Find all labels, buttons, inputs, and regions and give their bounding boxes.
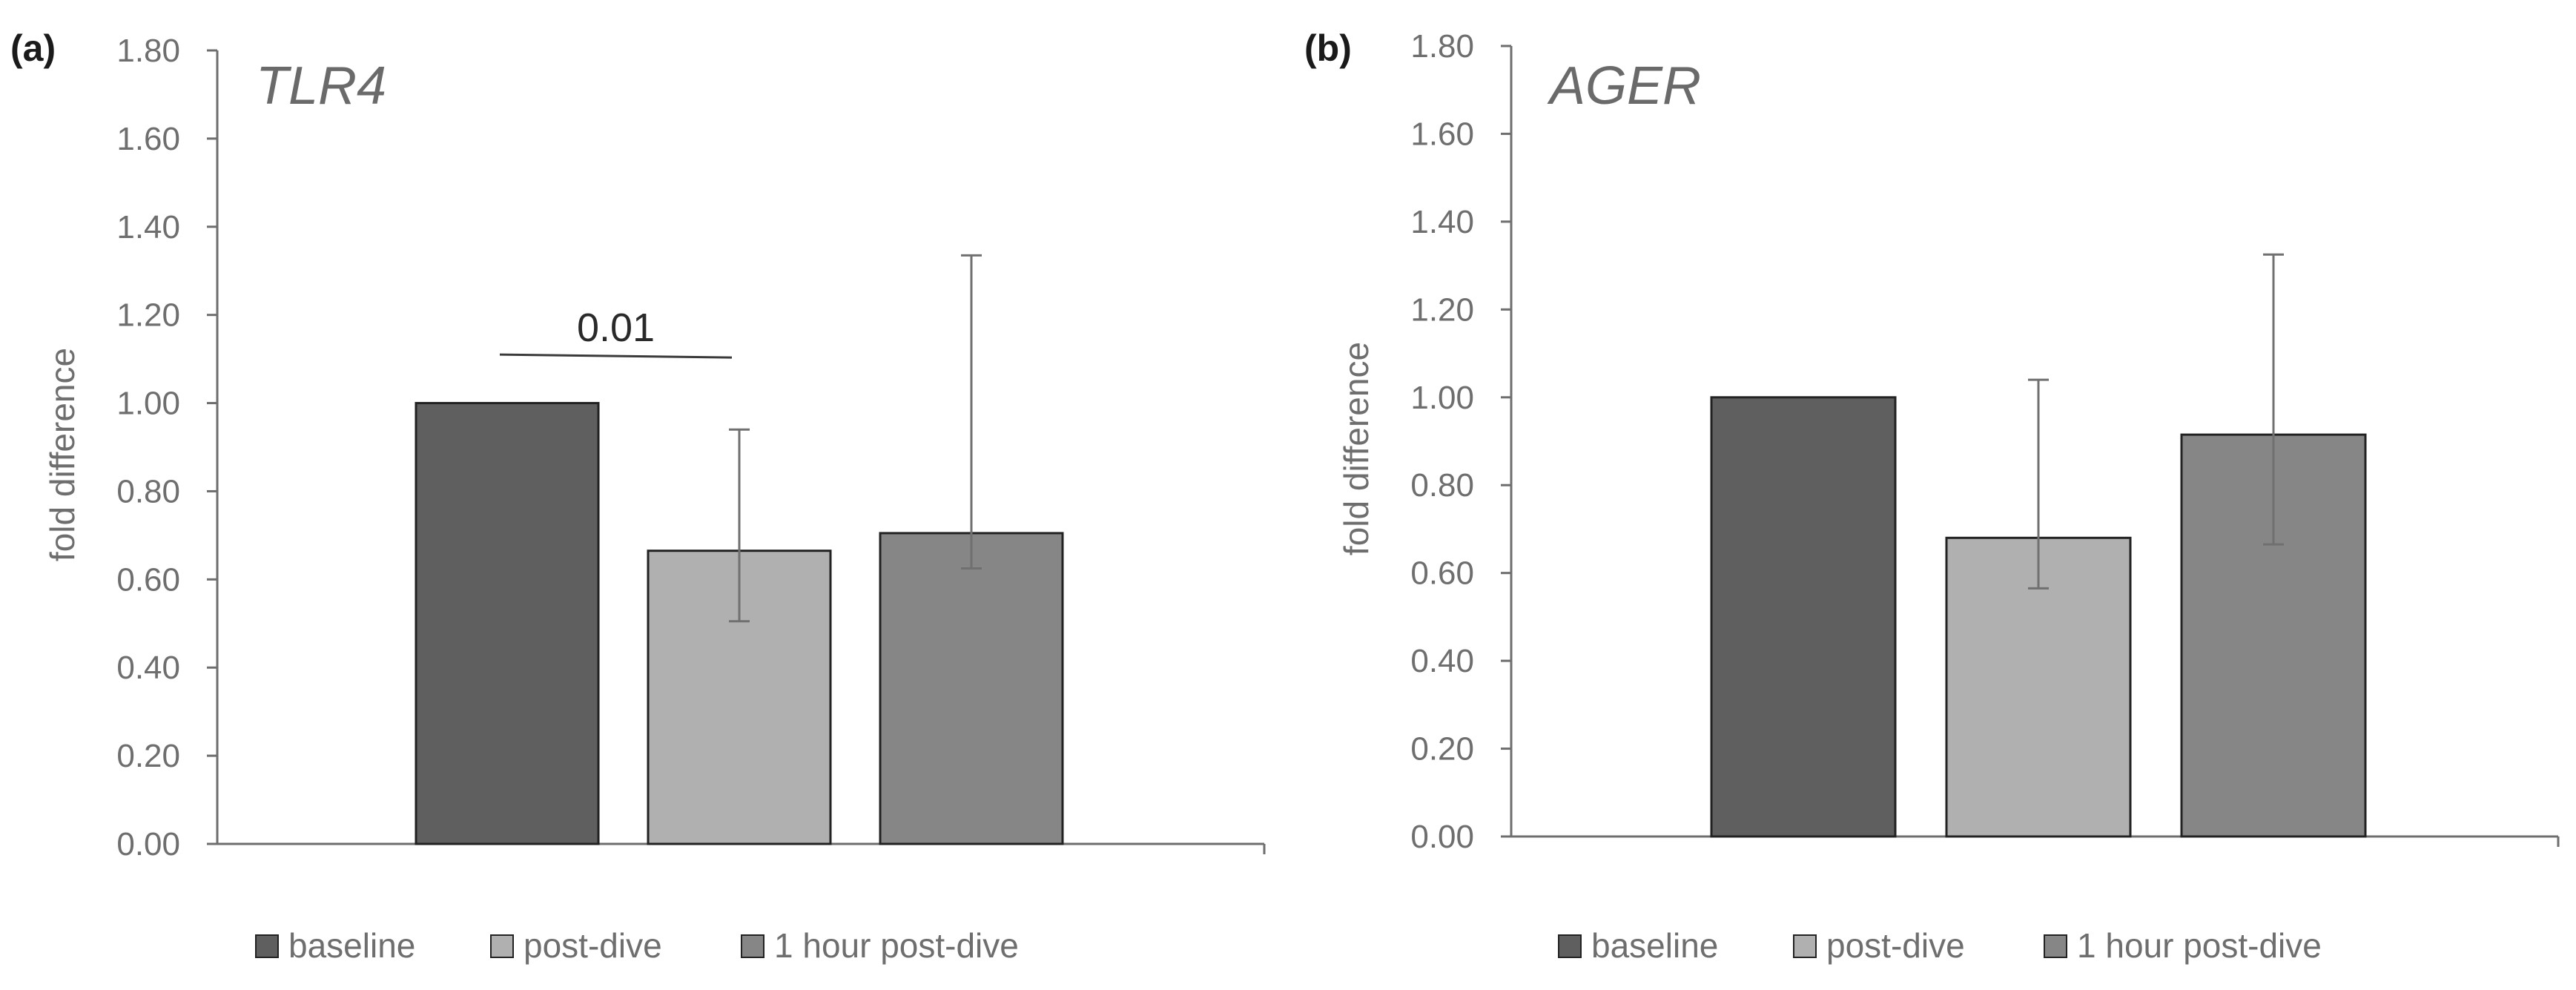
y-tick-label: 0.80 [1410,467,1474,504]
y-tick-label: 1.60 [116,121,180,157]
y-tick-label: 0.00 [116,826,180,862]
legend-label: baseline [1591,926,1718,965]
panel-a-chart: (a) TLR4 0.00 0.20 0.40 0.60 0.80 1.00 1.20 1.40 1… [10,27,1266,965]
bar-baseline [1710,396,1897,838]
error-bar [729,428,750,623]
y-tick-label: 0.40 [1410,643,1474,679]
legend-item: 1 hour post-dive [2044,926,2322,965]
y-tick-label: 1.20 [116,297,180,334]
legend-label: post-dive [1826,926,1965,965]
y-tick-label: 0.20 [1410,731,1474,768]
y-tick-label: 1.80 [116,33,180,69]
y-tick-label: 0.80 [116,473,180,509]
legend-item: baseline [1558,926,1718,965]
y-tick-label: 1.00 [116,386,180,422]
chart-title: TLR4 [256,56,386,116]
legend-label: 1 hour post-dive [2077,926,2322,965]
legend-swatch [490,934,514,958]
y-tick-label: 1.20 [1410,291,1474,328]
chart-title: AGER [1547,56,1701,116]
error-bar [2028,378,2049,590]
y-tick-label: 1.40 [1410,204,1474,240]
bar-baseline [415,402,600,845]
legend-swatch [2044,934,2067,958]
legend-swatch [1793,934,1817,958]
significance-label: 0.01 [577,306,655,350]
legend-item: post-dive [490,926,662,965]
y-axis-title: fold difference [43,348,82,561]
y-tick-label: 0.60 [116,561,180,598]
legend-item: 1 hour post-dive [741,926,1019,965]
legend-swatch [255,934,279,958]
panel-label: (a) [10,27,56,69]
y-tick-label: 1.80 [1410,28,1474,65]
legend-label: baseline [288,926,415,965]
y-tick-label: 1.40 [116,209,180,245]
y-tick-label: 1.60 [1410,116,1474,152]
y-tick-label: 0.00 [1410,819,1474,855]
y-axis-title: fold difference [1337,342,1375,555]
error-bar [961,254,982,570]
panel-label: (b) [1304,27,1352,69]
panel-b-chart: (b) AGER 0.00 0.20 0.40 0.60 0.80 1.00 1.20 1.40 1… [1304,27,2560,965]
y-tick-label: 0.20 [116,738,180,774]
bar-1-hour-post-dive [879,532,1064,845]
legend-item: baseline [255,926,415,965]
legend-label: 1 hour post-dive [774,926,1019,965]
legend-swatch [1558,934,1582,958]
error-bar [2263,253,2284,546]
legend-label: post-dive [524,926,662,965]
y-tick-label: 1.00 [1410,380,1474,416]
legend-swatch [741,934,764,958]
y-tick-label: 0.60 [1410,555,1474,592]
legend-item: post-dive [1793,926,1965,965]
significance-line [499,353,733,359]
y-tick-label: 0.40 [116,650,180,686]
